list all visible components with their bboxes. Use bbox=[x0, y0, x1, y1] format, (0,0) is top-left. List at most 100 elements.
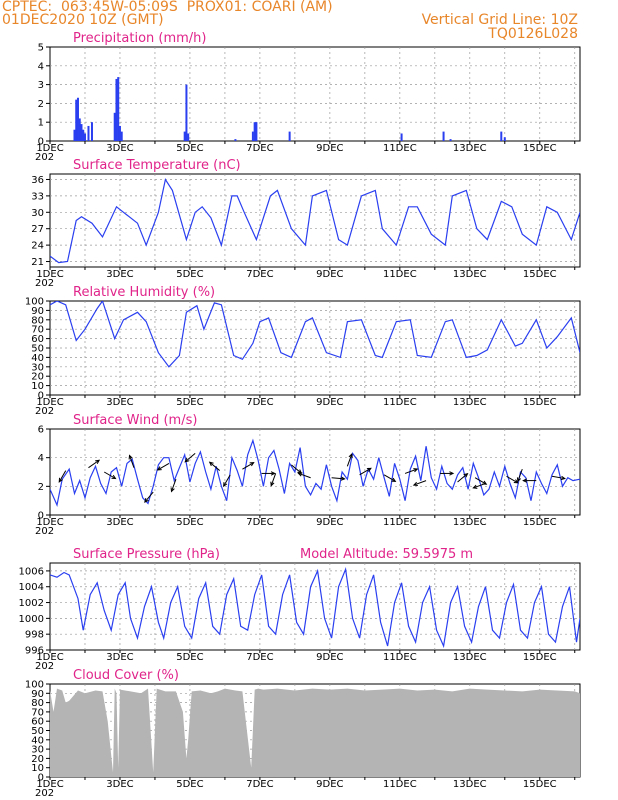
panel-title: Precipitation (mm/h) bbox=[73, 31, 206, 46]
plot-area bbox=[50, 567, 580, 649]
y-tick-label: 996 bbox=[25, 646, 44, 657]
wind-arrow bbox=[551, 475, 566, 481]
wind-arrow bbox=[170, 478, 177, 493]
wind-arrow-head bbox=[249, 462, 255, 467]
wind-arrow-head bbox=[522, 478, 528, 483]
wind-arrow-head bbox=[270, 481, 275, 487]
cloud-area bbox=[50, 688, 580, 777]
precip-bar bbox=[183, 131, 186, 141]
wind-arrow-head bbox=[560, 475, 566, 481]
y-tick-label: 2 bbox=[38, 482, 44, 493]
precip-bar bbox=[78, 118, 81, 141]
x-tick-label: 7DEC bbox=[246, 269, 273, 280]
wind-arrow-shaft bbox=[413, 480, 427, 486]
header-line1: CPTEC: 063:45W-05:09S PROX01: COARI (AM) bbox=[2, 0, 333, 15]
panel-title: Relative Humidity (%) bbox=[73, 285, 215, 300]
y-tick-label: 90 bbox=[31, 689, 44, 700]
wind-arrow-shaft bbox=[291, 464, 302, 474]
wind-arrow bbox=[58, 470, 67, 483]
y-tick-label: 33 bbox=[31, 191, 44, 202]
panel-wind: 0 2 4 6 1DEC 3DEC 5DEC 7DEC 9DEC 11DEC 13DEC 15DEC 2… bbox=[35, 413, 581, 537]
wind-arrow-shaft bbox=[242, 462, 254, 470]
x-tick-label: 11DEC bbox=[383, 517, 417, 528]
wind-arrow-head bbox=[366, 467, 372, 472]
x-tick-label: 3DEC bbox=[106, 652, 133, 663]
x-tick-label: 1DEC bbox=[36, 517, 63, 528]
wind-arrow-head bbox=[95, 459, 101, 464]
x-tick-label: 5DEC bbox=[176, 269, 203, 280]
x-tick-label: 11DEC bbox=[383, 397, 417, 408]
wind-arrow-shaft bbox=[517, 468, 523, 482]
panel-annotation: Model Altitude: 59.5975 m bbox=[300, 547, 473, 562]
wind-arrow-shaft bbox=[298, 472, 311, 479]
x-tick-label: 3DEC bbox=[106, 143, 133, 154]
wind-arrow-shaft bbox=[223, 474, 231, 487]
x-tick-label: 1DEC bbox=[36, 652, 63, 663]
wind-arrow-shaft bbox=[404, 468, 418, 474]
wind-arrow bbox=[412, 480, 427, 486]
x-tick-label: 9DEC bbox=[316, 779, 343, 790]
x-tick-label: 7DEC bbox=[246, 397, 273, 408]
x-tick-label: 13DEC bbox=[453, 517, 487, 528]
run-code: TQ0126L028 bbox=[488, 26, 578, 42]
wind-arrow-shaft bbox=[551, 475, 565, 480]
wind-arrow bbox=[404, 468, 419, 474]
x-tick-label: 13DEC bbox=[453, 652, 487, 663]
wind-arrow-head bbox=[144, 498, 149, 503]
wind-arrow-shaft bbox=[209, 461, 220, 471]
precip-bar bbox=[83, 133, 86, 141]
wind-arrow-shaft bbox=[346, 453, 353, 467]
precip-bar bbox=[187, 133, 190, 141]
wind-arrow-head bbox=[111, 474, 117, 480]
precip-bar bbox=[82, 129, 85, 141]
precip-bar bbox=[75, 99, 78, 141]
year-label: 202 bbox=[35, 788, 54, 799]
panel-title: Surface Wind (m/s) bbox=[73, 413, 197, 428]
precip-bar bbox=[251, 131, 254, 141]
precip-bar bbox=[503, 137, 506, 141]
wind-arrow bbox=[522, 478, 537, 483]
wind-arrow-head bbox=[170, 487, 175, 493]
wind-arrow-head bbox=[412, 481, 418, 486]
x-tick-label: 7DEC bbox=[246, 143, 273, 154]
wind-arrow-head bbox=[348, 452, 353, 459]
x-tick-label: 1DEC bbox=[36, 397, 63, 408]
plot-area bbox=[50, 688, 580, 777]
precip-bar bbox=[288, 131, 291, 141]
panel-frame bbox=[49, 428, 581, 516]
y-tick-label: 36 bbox=[31, 175, 44, 186]
y-tick-label: 24 bbox=[31, 241, 44, 252]
precip-bar bbox=[400, 133, 403, 141]
wind-arrow bbox=[359, 467, 372, 476]
plot-area bbox=[50, 177, 580, 264]
wind-arrow-head bbox=[340, 476, 346, 481]
x-tick-label: 1DEC bbox=[36, 269, 63, 280]
wind-arrow bbox=[88, 459, 101, 469]
wind-arrow-head bbox=[391, 477, 397, 482]
wind-arrow-shaft bbox=[473, 482, 486, 489]
wind-arrow-head bbox=[463, 472, 469, 478]
plot-area bbox=[73, 77, 506, 141]
wind-arrow bbox=[261, 471, 276, 476]
y-tick-label: 80 bbox=[31, 698, 44, 709]
wind-arrow bbox=[223, 474, 231, 488]
precip-bar bbox=[115, 78, 118, 141]
wind-arrow-shaft bbox=[383, 474, 396, 482]
x-tick-label: 3DEC bbox=[106, 269, 133, 280]
y-tick-label: 40 bbox=[31, 735, 44, 746]
x-tick-label: 5DEC bbox=[176, 397, 203, 408]
wind-arrow-shaft bbox=[474, 477, 487, 485]
y-tick-label: 2 bbox=[38, 99, 44, 110]
wind-arrow bbox=[331, 476, 346, 481]
y-tick-label: 3 bbox=[38, 80, 44, 91]
wind-arrow bbox=[156, 462, 170, 471]
wind-arrow-shaft bbox=[144, 491, 154, 503]
x-tick-label: 15DEC bbox=[523, 779, 557, 790]
panel-title: Surface Pressure (hPa) bbox=[73, 547, 220, 562]
y-tick-label: 20 bbox=[31, 754, 44, 765]
y-tick-label: 100 bbox=[25, 680, 44, 691]
y-tick-label: 80 bbox=[31, 315, 44, 326]
y-tick-label: 0 bbox=[38, 511, 44, 522]
